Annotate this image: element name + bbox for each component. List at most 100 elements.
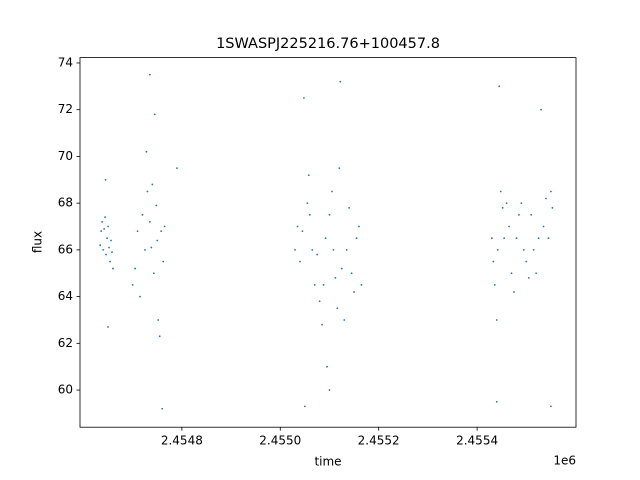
data-point bbox=[508, 225, 510, 228]
data-point bbox=[348, 206, 351, 209]
data-point bbox=[139, 295, 141, 298]
data-point bbox=[532, 248, 535, 251]
data-point bbox=[111, 251, 113, 254]
y-tick-label: 72 bbox=[58, 102, 73, 116]
data-point bbox=[160, 230, 163, 233]
data-point bbox=[326, 365, 328, 368]
data-point bbox=[103, 227, 106, 230]
data-point bbox=[338, 167, 341, 170]
data-point bbox=[355, 237, 358, 240]
data-point bbox=[328, 389, 331, 391]
data-point bbox=[101, 220, 104, 223]
data-point bbox=[107, 225, 109, 228]
data-point bbox=[345, 248, 348, 251]
data-point bbox=[107, 326, 109, 328]
data-point bbox=[110, 239, 112, 242]
data-point bbox=[112, 267, 114, 270]
data-point bbox=[316, 253, 319, 256]
data-point bbox=[518, 213, 520, 216]
data-point bbox=[148, 73, 151, 76]
y-axis-label: flux bbox=[31, 231, 45, 253]
data-point bbox=[136, 230, 139, 233]
data-point bbox=[106, 237, 108, 240]
data-point bbox=[176, 167, 178, 170]
data-point bbox=[163, 225, 166, 228]
data-point bbox=[358, 225, 360, 228]
chart-title: 1SWASPJ225216.76+100457.8 bbox=[216, 36, 440, 52]
x-tick-label: 2.4548 bbox=[161, 434, 203, 448]
data-point bbox=[151, 183, 154, 186]
data-point bbox=[162, 260, 165, 263]
data-point bbox=[551, 206, 554, 209]
data-point bbox=[496, 248, 499, 251]
data-point bbox=[535, 272, 538, 275]
data-point bbox=[109, 260, 111, 263]
data-point bbox=[525, 260, 528, 263]
data-point bbox=[131, 284, 134, 286]
data-point bbox=[332, 248, 335, 251]
data-point bbox=[331, 190, 333, 193]
x-tick-label: 2.4552 bbox=[358, 434, 400, 448]
data-point bbox=[350, 272, 353, 275]
y-tick-label: 64 bbox=[58, 289, 73, 303]
data-point bbox=[505, 202, 508, 205]
data-point bbox=[150, 246, 153, 249]
data-point bbox=[158, 335, 161, 338]
data-point bbox=[522, 248, 525, 251]
data-point bbox=[499, 190, 502, 193]
data-point bbox=[334, 277, 337, 279]
data-point bbox=[296, 225, 299, 228]
data-point bbox=[141, 213, 144, 216]
y-tick-label: 62 bbox=[58, 336, 73, 350]
data-point bbox=[498, 85, 501, 88]
data-point bbox=[490, 237, 493, 240]
x-offset-label: 1e6 bbox=[553, 454, 576, 468]
data-point bbox=[294, 248, 296, 251]
data-point bbox=[134, 267, 137, 270]
data-point bbox=[318, 300, 321, 303]
x-axis-label: time bbox=[314, 455, 341, 469]
data-point bbox=[99, 244, 102, 247]
data-point bbox=[515, 237, 518, 240]
data-point bbox=[306, 202, 309, 205]
data-point bbox=[153, 113, 156, 116]
data-point bbox=[520, 202, 523, 205]
data-point bbox=[353, 291, 355, 293]
data-point bbox=[307, 174, 310, 177]
data-point bbox=[527, 277, 530, 279]
x-tick-label: 2.4554 bbox=[456, 434, 498, 448]
data-point bbox=[537, 237, 540, 240]
data-point bbox=[328, 213, 331, 216]
y-tick-label: 70 bbox=[58, 149, 73, 163]
data-point bbox=[550, 405, 552, 408]
data-point bbox=[104, 178, 107, 181]
data-point bbox=[156, 239, 159, 242]
data-point bbox=[339, 80, 342, 83]
y-tick-label: 68 bbox=[58, 196, 73, 210]
data-point bbox=[360, 284, 363, 286]
data-point bbox=[321, 323, 323, 326]
data-point bbox=[302, 97, 305, 99]
data-point bbox=[152, 272, 155, 275]
data-point bbox=[493, 284, 496, 286]
data-point bbox=[503, 237, 506, 240]
data-point bbox=[146, 190, 149, 193]
data-point bbox=[301, 230, 304, 233]
data-point bbox=[324, 237, 327, 240]
data-point bbox=[495, 400, 498, 403]
data-point bbox=[501, 206, 504, 209]
data-point bbox=[161, 407, 164, 410]
y-tick-label: 60 bbox=[58, 383, 73, 397]
plot-frame bbox=[79, 57, 577, 428]
data-point bbox=[108, 246, 110, 249]
data-point bbox=[336, 307, 339, 310]
data-point bbox=[530, 213, 533, 216]
data-point bbox=[148, 220, 151, 223]
data-point bbox=[155, 204, 158, 207]
data-point bbox=[311, 248, 314, 251]
y-tick-label: 74 bbox=[58, 55, 73, 69]
data-point bbox=[313, 284, 316, 286]
data-point bbox=[145, 150, 148, 153]
data-point bbox=[343, 319, 346, 321]
